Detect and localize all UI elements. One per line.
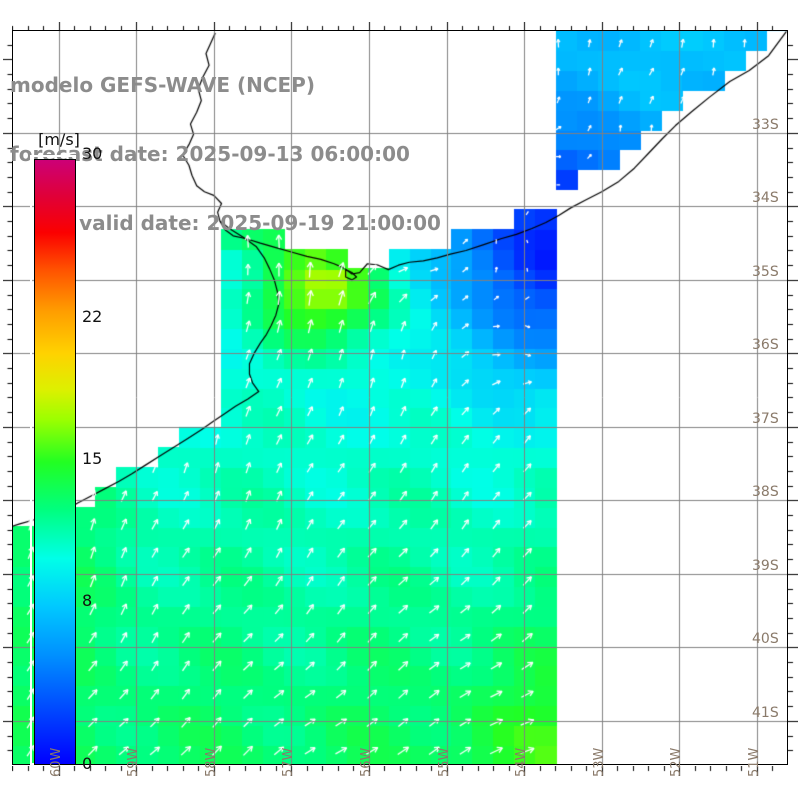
axis-ticks-top xyxy=(12,22,788,30)
colorbar-tick-30: 30 xyxy=(82,144,103,163)
axis-ticks-right xyxy=(788,30,798,765)
map-plot-area[interactable] xyxy=(12,30,788,765)
colorbar[interactable] xyxy=(30,155,76,765)
axis-ticks-left xyxy=(3,30,12,765)
colorbar-tick-15: 15 xyxy=(82,449,103,468)
map-gridlines xyxy=(12,30,788,765)
colorbar-tick-22: 22 xyxy=(82,306,103,326)
colorbar-unit-label: [m/s] xyxy=(38,130,80,149)
colorbar-frame xyxy=(30,155,76,765)
colorbar-tick-8: 8 xyxy=(82,591,93,611)
colorbar-gradient xyxy=(34,159,76,765)
axis-ticks-bottom xyxy=(12,766,788,776)
colorbar-tick-0: 0 xyxy=(82,754,93,773)
